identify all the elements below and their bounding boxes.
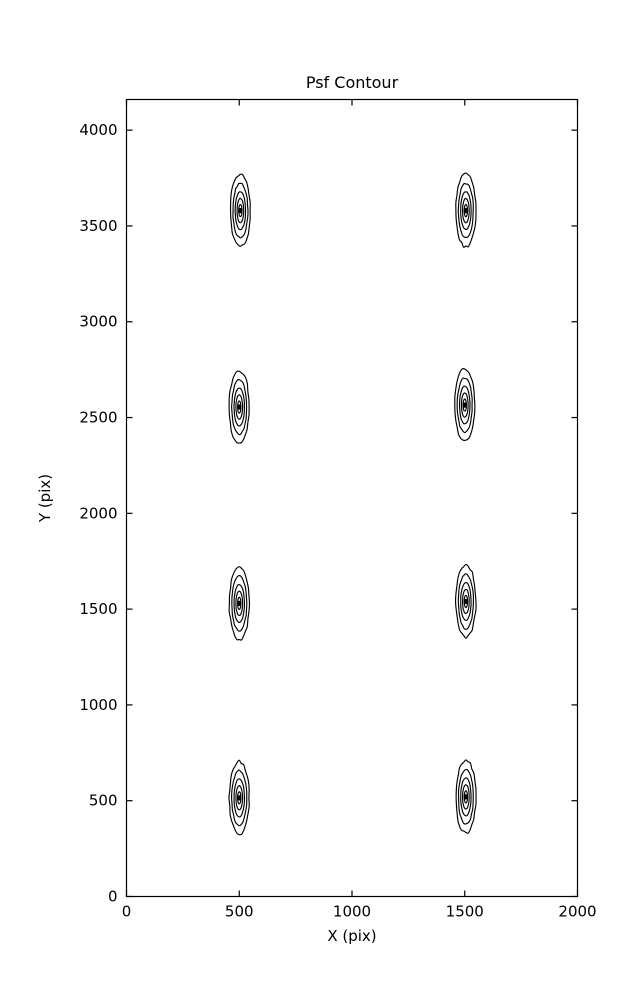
contour-level-1 xyxy=(232,182,249,239)
contour-level-1 xyxy=(457,768,474,825)
contour-level-3 xyxy=(236,197,245,224)
psf-contour-psf-c2-r4 xyxy=(455,759,477,834)
x-tick-label: 0 xyxy=(122,903,132,921)
x-axis-label: X (pix) xyxy=(327,927,376,945)
contour-level-1 xyxy=(231,574,248,632)
axes-frame xyxy=(125,98,579,898)
psf-contour-psf-c1-r1 xyxy=(229,173,251,247)
y-tick-label: 0 xyxy=(108,888,118,906)
psf-core xyxy=(463,598,468,605)
psf-core xyxy=(462,402,467,408)
contour-level-0 xyxy=(228,759,250,836)
contour-level-1 xyxy=(457,182,474,238)
contour-level-3 xyxy=(235,590,244,617)
contour-level-2 xyxy=(233,778,246,818)
psf-core xyxy=(237,404,242,410)
contour-level-3 xyxy=(460,392,469,418)
psf-contour-psf-c1-r4 xyxy=(228,759,250,836)
psf-core xyxy=(238,207,243,214)
psf-core xyxy=(237,795,242,801)
y-axis-tick-labels: 0 500 1000 1500 2000 2500 3000 3500 4000 xyxy=(79,121,117,905)
contour-level-0 xyxy=(455,172,477,248)
contour-level-2 xyxy=(234,191,247,231)
contour-level-3 xyxy=(461,784,470,810)
y-axis-label: Y (pix) xyxy=(36,474,54,523)
contour-level-2 xyxy=(233,387,246,427)
y-tick-label: 3000 xyxy=(79,313,117,331)
contour-level-0 xyxy=(455,759,477,834)
contour-level-1 xyxy=(231,379,248,436)
y-tick-label: 1000 xyxy=(79,696,117,714)
psf-contour-group xyxy=(228,172,477,836)
contour-level-3 xyxy=(461,197,470,224)
contour-level-1 xyxy=(457,573,474,630)
x-tick-label: 2000 xyxy=(558,903,596,921)
contour-level-2 xyxy=(460,191,472,231)
psf-contour-psf-c2-r3 xyxy=(454,563,477,639)
x-tick-label: 1500 xyxy=(446,903,484,921)
y-tick-label: 500 xyxy=(89,792,118,810)
x-axis-tick-labels: 0 500 1000 1500 2000 xyxy=(122,903,597,921)
contour-level-1 xyxy=(456,377,473,434)
y-tick-label: 2000 xyxy=(79,504,117,522)
contour-level-3 xyxy=(235,394,244,420)
y-tick-label: 1500 xyxy=(79,600,117,618)
x-axis-ticks xyxy=(125,99,579,897)
psf-contour-psf-c2-r2 xyxy=(454,368,476,441)
contour-level-0 xyxy=(228,566,251,641)
contour-level-0 xyxy=(228,370,250,444)
psf-contour-psf-c1-r2 xyxy=(228,370,250,444)
contour-level-2 xyxy=(233,584,246,624)
y-tick-label: 2500 xyxy=(79,409,117,427)
contour-level-3 xyxy=(462,588,470,615)
contour-level-0 xyxy=(454,368,476,441)
psf-core xyxy=(463,207,468,214)
y-tick-label: 4000 xyxy=(79,121,117,139)
contour-level-3 xyxy=(235,784,244,811)
psf-core xyxy=(463,794,468,800)
contour-level-1 xyxy=(231,769,248,827)
y-axis-ticks xyxy=(126,129,578,898)
psf-contour-psf-c2-r1 xyxy=(455,172,477,248)
x-tick-label: 1000 xyxy=(333,903,371,921)
x-tick-label: 500 xyxy=(225,903,254,921)
psf-core xyxy=(237,600,242,607)
contour-level-2 xyxy=(458,385,471,425)
plot-title: Psf Contour xyxy=(306,73,399,92)
contour-level-0 xyxy=(454,563,477,639)
contour-level-2 xyxy=(460,777,472,817)
contour-level-0 xyxy=(229,173,251,247)
y-tick-label: 3500 xyxy=(79,217,117,235)
contour-level-2 xyxy=(460,581,472,621)
psf-contour-psf-c1-r3 xyxy=(228,566,251,641)
